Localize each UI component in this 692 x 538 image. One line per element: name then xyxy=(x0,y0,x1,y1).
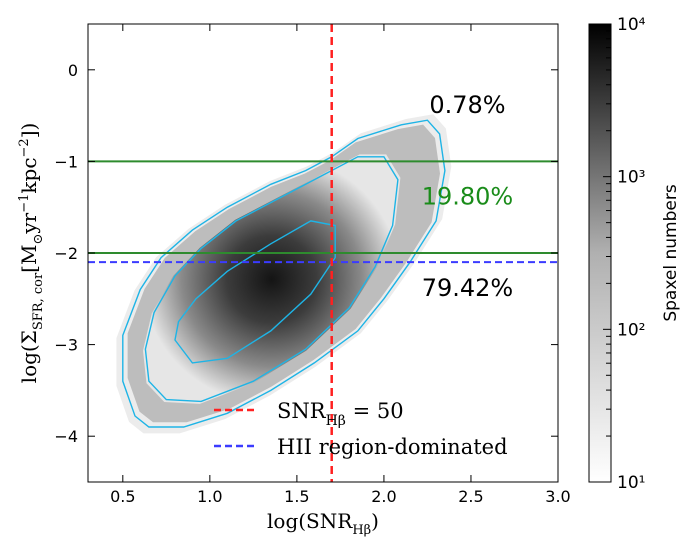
x-tick-label: 2.0 xyxy=(371,487,396,506)
percent-annotation-0: 0.78% xyxy=(429,91,505,119)
colorbar-label: Spaxel numbers xyxy=(661,184,681,321)
x-tick-label: 0.5 xyxy=(110,487,135,506)
y-tick-label: 0 xyxy=(68,61,78,80)
x-tick-label: 2.5 xyxy=(458,487,483,506)
svg-text:log(ΣSFR, cor[M⊙yr−1kpc−2]): log(ΣSFR, cor[M⊙yr−1kpc−2]) xyxy=(17,123,46,384)
colorbar-gradient xyxy=(589,24,611,482)
x-tick-label: 1.0 xyxy=(197,487,222,506)
colorbar-tick-label: 10² xyxy=(617,320,645,340)
x-tick-label: 1.5 xyxy=(284,487,309,506)
y-tick-label: −2 xyxy=(54,244,78,263)
legend: SNRHβ = 50 HII region-dominated xyxy=(214,399,508,459)
colorbar-tick-label: 10³ xyxy=(617,168,645,188)
legend-label-snr: SNRHβ = 50 xyxy=(277,399,404,429)
legend-label-hii: HII region-dominated xyxy=(277,435,508,459)
y-tick-label: −1 xyxy=(54,152,78,171)
x-tick-label: 3.0 xyxy=(545,487,570,506)
colorbar: 10¹ 10² 10³ 10⁴ Spaxel numbers xyxy=(589,15,681,493)
x-axis-label: log(SNRHβ) xyxy=(267,509,379,538)
percent-annotation-1: 19.80% xyxy=(422,182,514,210)
y-tick-label: −4 xyxy=(54,427,78,446)
y-tick-label: −3 xyxy=(54,336,78,355)
colorbar-tick-label: 10⁴ xyxy=(617,15,646,35)
y-axis-label: log(ΣSFR, cor[M⊙yr−1kpc−2]) xyxy=(17,123,46,384)
percent-annotation-2: 79.42% xyxy=(422,274,514,302)
colorbar-tick-label: 10¹ xyxy=(617,473,645,493)
